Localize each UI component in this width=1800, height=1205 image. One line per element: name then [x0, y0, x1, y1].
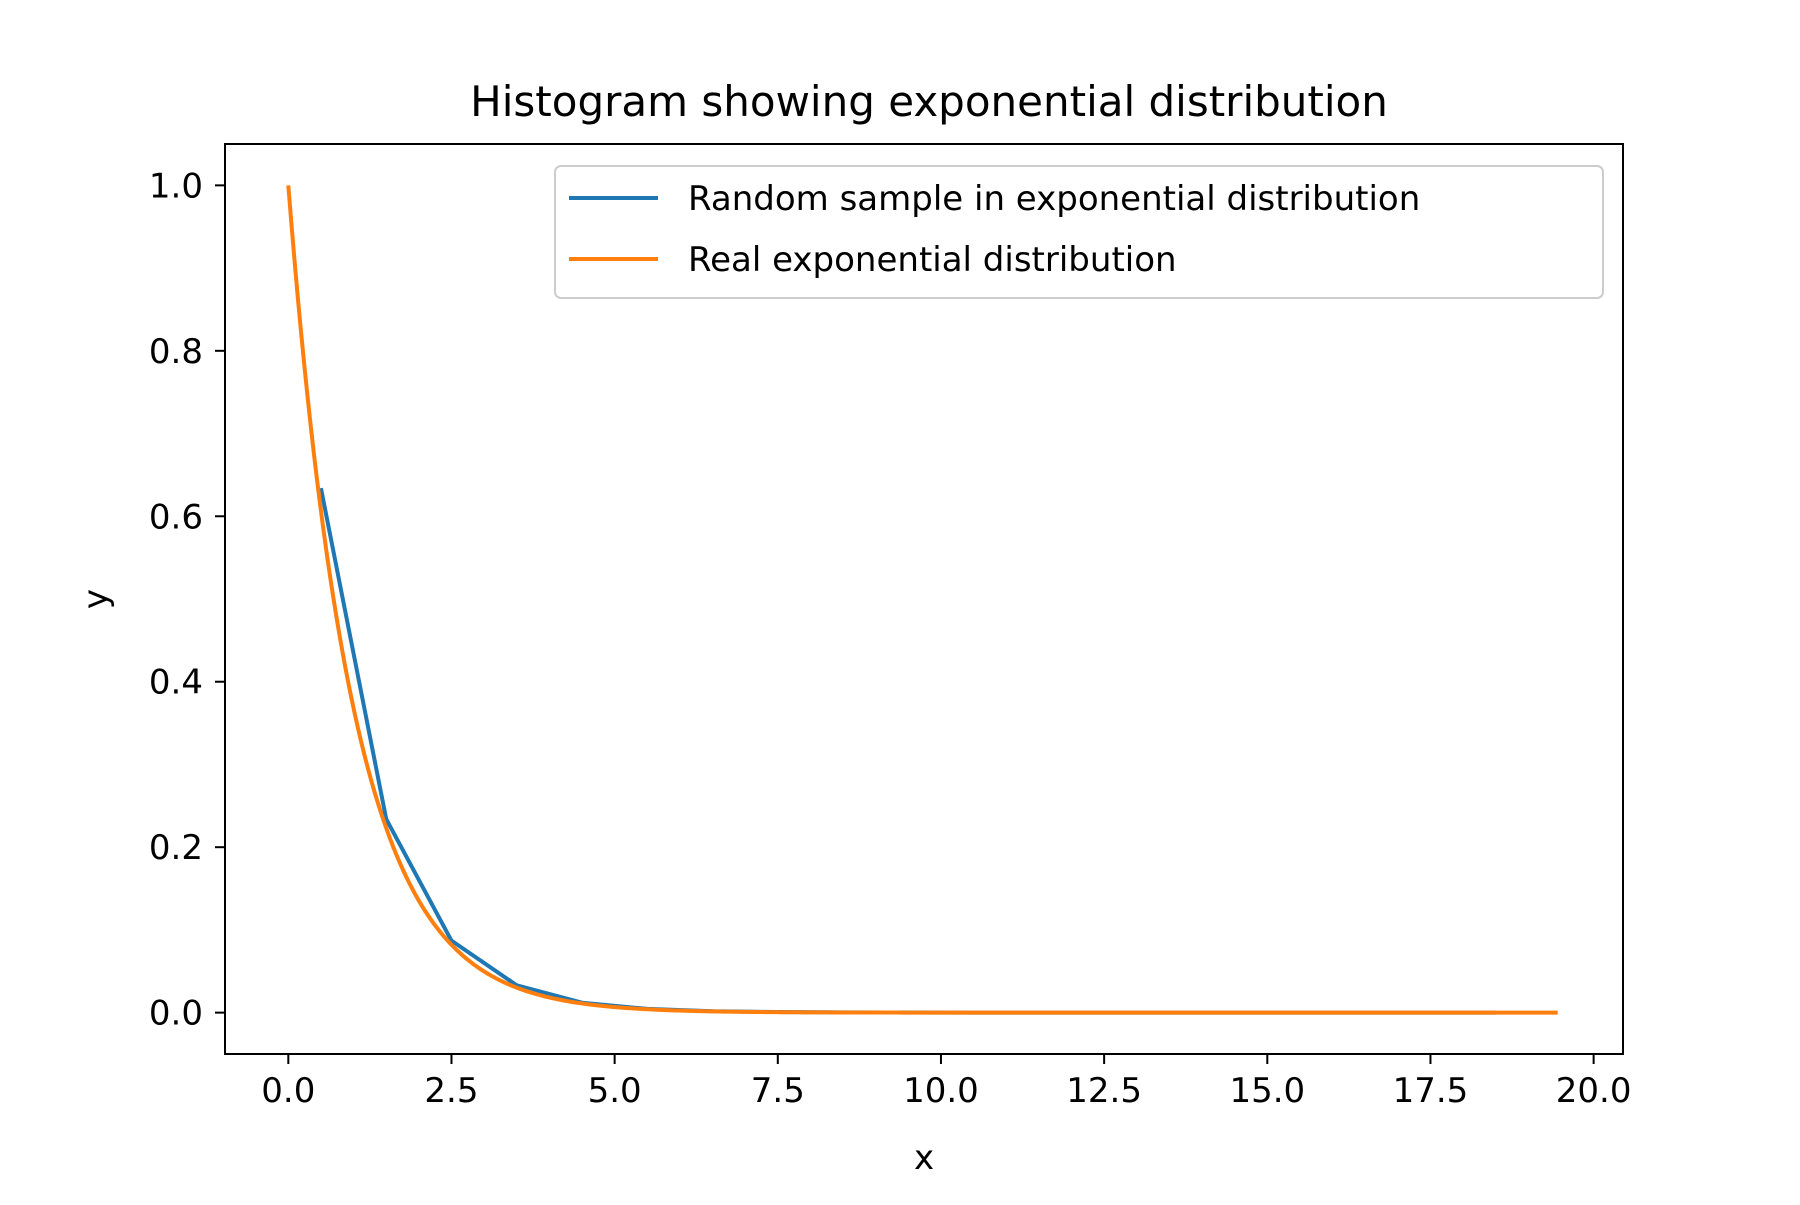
x-tick-label: 20.0: [1556, 1071, 1632, 1111]
y-axis-title: y: [76, 589, 116, 609]
x-tick-label: 2.5: [424, 1071, 478, 1111]
x-tick-label: 7.5: [751, 1071, 805, 1111]
x-tick-label: 15.0: [1229, 1071, 1305, 1111]
x-tick-label: 17.5: [1393, 1071, 1469, 1111]
legend-label-real-distribution: Real exponential distribution: [688, 240, 1177, 280]
plot-series: [286, 185, 1558, 1015]
x-tick-label: 0.0: [261, 1071, 315, 1111]
series-line-real-distribution: [286, 185, 1558, 1015]
y-tick-label: 0.2: [149, 828, 203, 868]
y-tick-label: 0.0: [149, 994, 203, 1034]
x-tick-label: 12.5: [1066, 1071, 1142, 1111]
y-axis-ticks: 0.0 0.2 0.4 0.6 0.8 1.0: [149, 166, 225, 1034]
x-axis-ticks: 0.0 2.5 5.0 7.5 10.0 12.5 15.0 17.5 20.0: [261, 1054, 1631, 1111]
y-tick-label: 0.6: [149, 497, 203, 537]
x-tick-label: 10.0: [903, 1071, 979, 1111]
legend: Random sample in exponential distributio…: [554, 165, 1604, 299]
y-tick-label: 1.0: [149, 166, 203, 206]
x-tick-label: 5.0: [588, 1071, 642, 1111]
series-line-random-sample: [318, 487, 1496, 1015]
y-tick-label: 0.4: [149, 663, 203, 703]
plot-frame: [224, 143, 1624, 1055]
chart-title: Histogram showing exponential distributi…: [470, 77, 1388, 126]
x-axis-title: x: [914, 1138, 934, 1178]
legend-box: [554, 165, 1604, 299]
y-tick-label: 0.8: [149, 332, 203, 372]
legend-label-random-sample: Random sample in exponential distributio…: [688, 179, 1420, 219]
